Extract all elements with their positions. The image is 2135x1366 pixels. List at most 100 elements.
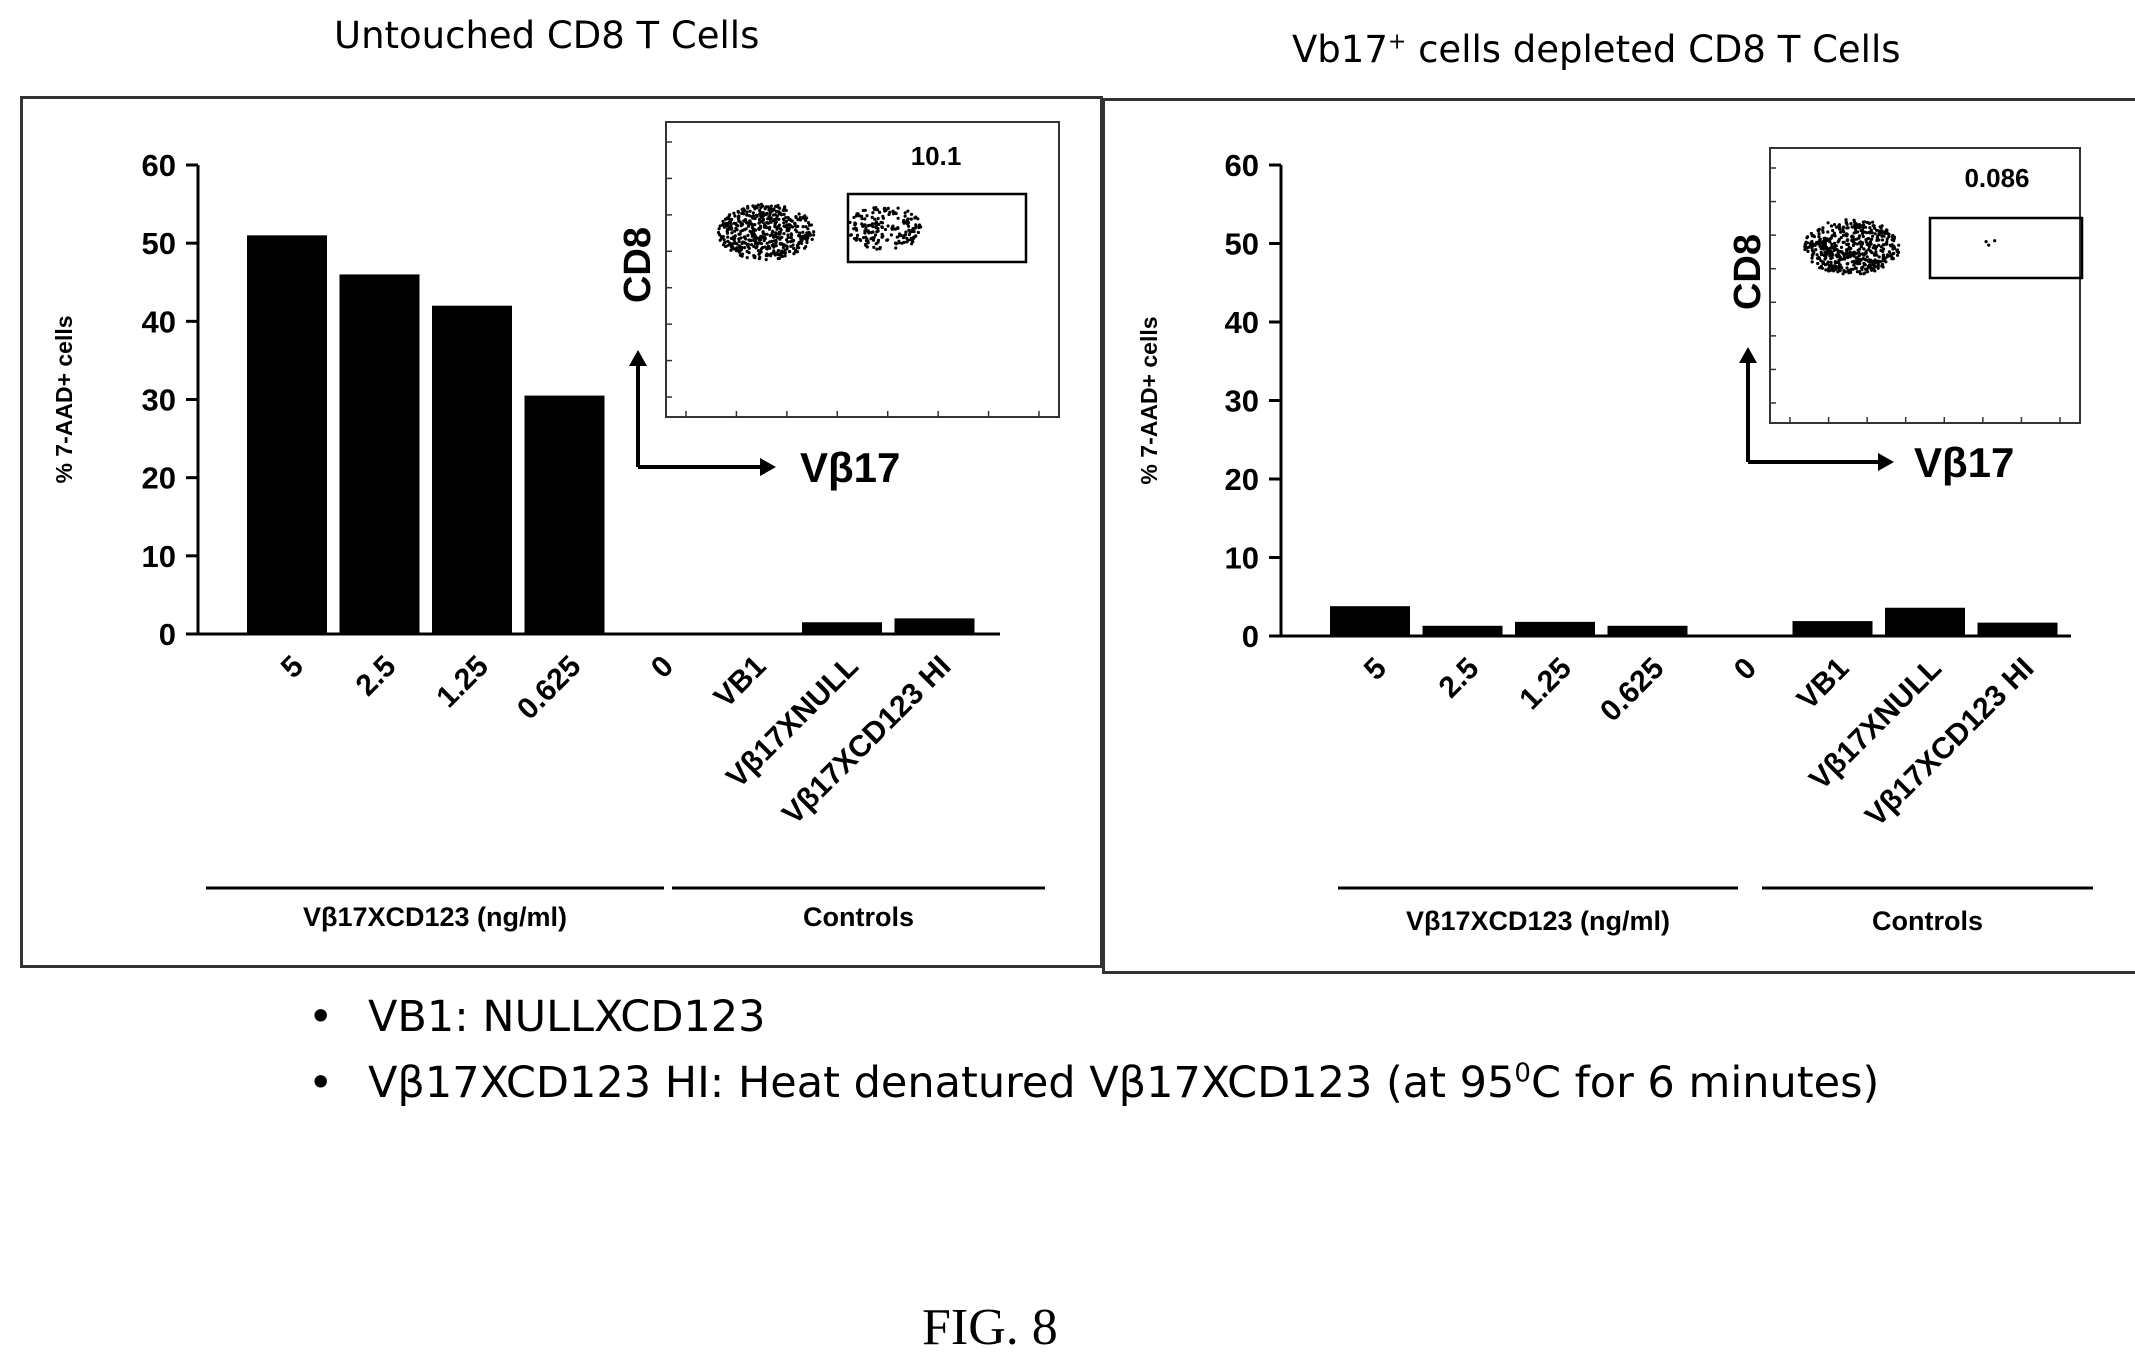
inset-dot [765, 212, 768, 215]
y-tick-label: 50 [1225, 227, 1259, 262]
group-label: Vβ17XCD123 (ng/ml) [1406, 906, 1670, 936]
inset-dot [894, 242, 897, 245]
inset-dot [1818, 266, 1821, 269]
inset-dot [1842, 269, 1845, 272]
inset-dot [1853, 219, 1856, 222]
inset-dot [1870, 243, 1873, 246]
inset-dot [910, 213, 913, 216]
inset-dot [781, 255, 784, 258]
inset-dot [787, 236, 790, 239]
inset-gate-value: 10.1 [911, 141, 962, 171]
bar [340, 274, 420, 634]
inset-dot [1855, 267, 1858, 270]
inset-dot [1811, 260, 1814, 263]
inset-dot [1860, 258, 1863, 261]
inset-dot [755, 214, 758, 217]
inset-dot [736, 248, 739, 251]
inset-dot [757, 203, 760, 206]
inset-dot [871, 211, 874, 214]
inset-dot [784, 251, 787, 254]
inset-dot [1865, 267, 1868, 270]
inset-dot [879, 246, 882, 249]
inset-dot [894, 211, 897, 214]
bar [1608, 626, 1688, 636]
inset-dot [917, 226, 920, 229]
inset-dot [726, 236, 729, 239]
inset-dot [746, 234, 749, 237]
inset-dot [1881, 238, 1884, 241]
inset-dot [1829, 257, 1832, 260]
chart-2: 0102030405060% 7-AAD+ cells5 2.5 1.25 0.625… [1136, 148, 2093, 936]
inset-dot [894, 246, 897, 249]
inset-dot [1849, 253, 1852, 256]
inset-dot [910, 242, 913, 245]
inset-dot [1822, 231, 1825, 234]
inset-dot [796, 218, 799, 221]
inset-dot [877, 217, 880, 220]
inset-dot [1872, 246, 1875, 249]
inset-dot [1838, 228, 1841, 231]
inset-dot [1824, 263, 1827, 266]
inset-dot [1845, 221, 1848, 224]
inset-dot [1881, 263, 1884, 266]
y-tick-label: 0 [1242, 619, 1259, 654]
inset-dot [754, 236, 757, 239]
inset-dot [748, 219, 751, 222]
inset-dot [1839, 263, 1842, 266]
inset-dot [769, 218, 772, 221]
inset-dot [771, 232, 774, 235]
inset-dot [874, 222, 877, 225]
inset-dot [1885, 240, 1888, 243]
inset-dot [910, 230, 913, 233]
inset-dot [878, 211, 881, 214]
inset-dot [1877, 244, 1880, 247]
inset-dot [1816, 241, 1819, 244]
inset-dot [871, 225, 874, 228]
inset-dot [798, 232, 801, 235]
inset-dot [1845, 243, 1848, 246]
inset-dot [797, 242, 800, 245]
group-label: Vβ17XCD123 (ng/ml) [303, 902, 567, 932]
inset-dot [1852, 263, 1855, 266]
inset-dot [746, 256, 749, 259]
inset-dot [1869, 249, 1872, 252]
inset-dot [914, 225, 917, 228]
inset-dot [1859, 253, 1862, 256]
inset-dot [1837, 224, 1840, 227]
inset-dot [731, 245, 734, 248]
inset-dot [1833, 223, 1836, 226]
inset-dot [1872, 224, 1875, 227]
inset-dot [759, 206, 762, 209]
inset-dot [786, 228, 789, 231]
inset-dot [877, 239, 880, 242]
inset-dot [796, 225, 799, 228]
inset-dot [859, 239, 862, 242]
bar [525, 396, 605, 634]
note-heat-inactivated: • Vβ17XCD123 HI: Heat denatured Vβ17XCD1… [308, 1058, 1879, 1108]
inset-dot [917, 231, 920, 234]
notes: • VB1: NULLXCD123 • Vβ17XCD123 HI: Heat … [308, 992, 1879, 1124]
inset-dot [739, 236, 742, 239]
inset-dot [790, 232, 793, 235]
inset-gate [1930, 218, 2082, 278]
inset-dot [782, 232, 785, 235]
inset-dot [766, 254, 769, 257]
inset-dot [745, 221, 748, 224]
inset-dot [738, 240, 741, 243]
inset-dot [718, 233, 721, 236]
inset-dot [784, 254, 787, 257]
inset-dot [743, 220, 746, 223]
inset-dot [1811, 249, 1814, 252]
inset-dot [1831, 244, 1834, 247]
inset-dot [853, 223, 856, 226]
inset-dot [1861, 232, 1864, 235]
inset-dot [769, 254, 772, 257]
inset-dot [1823, 258, 1826, 261]
inset-dot [894, 228, 897, 231]
inset-x-label: Vβ17 [800, 444, 900, 491]
inset-dot [1877, 238, 1880, 241]
inset-dot [1841, 258, 1844, 261]
inset-dot [871, 216, 874, 219]
inset-dot [1818, 257, 1821, 260]
